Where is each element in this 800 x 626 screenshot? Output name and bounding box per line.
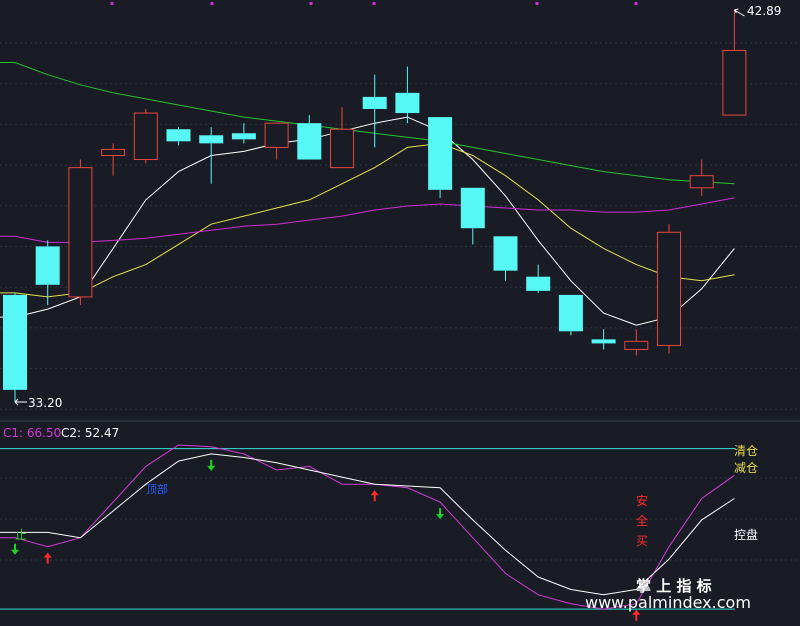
- candle: [3, 292, 27, 402]
- label-safe-1: 安: [636, 493, 648, 508]
- candle-body: [558, 294, 583, 332]
- candle-body: [231, 133, 256, 140]
- top-tick-mark: [210, 2, 214, 5]
- down-arrow-icon: [207, 459, 216, 471]
- candle: [133, 109, 158, 164]
- candle: [526, 264, 551, 293]
- candle: [657, 224, 681, 354]
- label-safe-2: 全: [636, 513, 648, 528]
- candle-body: [297, 123, 322, 160]
- legend-c2: C2: 52.47: [61, 426, 119, 440]
- watermark-title: 掌 上 指 标: [636, 577, 712, 595]
- down-arrow-icon: [11, 543, 19, 555]
- top-tick-mark: [634, 2, 638, 5]
- top-tick-mark: [535, 2, 539, 5]
- high-price-marker: 42.89: [733, 4, 781, 18]
- high-arrow-icon: [733, 8, 745, 17]
- indicator-legend: C1: 66.50 C2: 52.47: [3, 426, 119, 440]
- low-arrow-icon: [14, 398, 27, 406]
- label-safe-3: 买: [636, 534, 648, 548]
- candle: [558, 294, 583, 336]
- candle-body: [591, 339, 616, 344]
- candle-body: [68, 167, 93, 298]
- candle: [264, 122, 289, 160]
- low-price-marker: 33.20: [14, 396, 62, 410]
- candle-body: [657, 231, 681, 346]
- candle-body: [330, 128, 354, 169]
- moving-average-line: [0, 197, 735, 243]
- candle: [35, 240, 60, 306]
- moving-average-line: [0, 116, 735, 326]
- candle-body: [428, 117, 453, 190]
- candle: [68, 159, 93, 306]
- candlesticks: [3, 10, 747, 402]
- candle-body: [35, 246, 60, 285]
- candle: [493, 236, 518, 281]
- indicator-lines: [0, 444, 735, 610]
- up-arrow-icon: [632, 609, 641, 621]
- candle: [428, 117, 453, 198]
- candle-body: [264, 122, 289, 148]
- candle-body: [166, 129, 191, 142]
- label-clear-position: 清仓: [734, 444, 758, 458]
- candle: [722, 10, 747, 116]
- candle: [166, 127, 191, 146]
- up-arrow-icon: [370, 490, 379, 502]
- candle-body: [722, 49, 747, 116]
- candle-body: [362, 96, 387, 110]
- low-price-label: 33.20: [28, 396, 62, 410]
- candle-body: [624, 340, 649, 350]
- top-tick-mark: [110, 2, 114, 5]
- price-grid: [0, 42, 800, 410]
- candle-body: [395, 92, 420, 114]
- candle-body: [493, 236, 518, 271]
- candle: [624, 329, 649, 356]
- top-tick-mark: [309, 2, 313, 5]
- label-control: 控盘: [734, 527, 758, 542]
- label-top: 顶部: [146, 482, 168, 496]
- candle: [330, 106, 354, 169]
- down-arrow-icon: [436, 508, 445, 520]
- candle-body: [101, 148, 126, 156]
- candle-body: [526, 276, 551, 291]
- moving-average-lines: [0, 62, 735, 326]
- candle: [362, 74, 387, 148]
- candle: [231, 123, 256, 144]
- candle: [591, 329, 616, 350]
- indicator-reference-lines: [0, 448, 735, 610]
- label-stop: 止: [15, 528, 27, 542]
- indicator-markers: [11, 459, 641, 621]
- candle-body: [460, 187, 485, 229]
- label-reduce-position: 减仓: [734, 461, 758, 475]
- candle: [199, 127, 224, 184]
- candle: [689, 159, 714, 196]
- legend-c1: C1: 66.50: [3, 426, 61, 440]
- candle: [101, 143, 126, 176]
- moving-average-line: [0, 62, 735, 185]
- top-tick-marks: [110, 2, 638, 5]
- moving-average-line: [0, 142, 735, 298]
- top-tick-mark: [372, 2, 376, 5]
- candle-body: [133, 112, 158, 161]
- candle: [395, 66, 420, 124]
- high-price-label: 42.89: [747, 4, 781, 18]
- watermark-url: www.palmindex.com: [585, 593, 751, 612]
- candle-body: [199, 135, 224, 144]
- candle-body: [689, 175, 714, 189]
- candle: [297, 115, 322, 160]
- indicator-grid: [0, 477, 800, 561]
- candle: [460, 187, 485, 245]
- indicator-line-c2: [0, 453, 735, 596]
- up-arrow-icon: [43, 552, 52, 564]
- candle-body: [3, 294, 27, 390]
- indicator-line-c1: [0, 444, 735, 610]
